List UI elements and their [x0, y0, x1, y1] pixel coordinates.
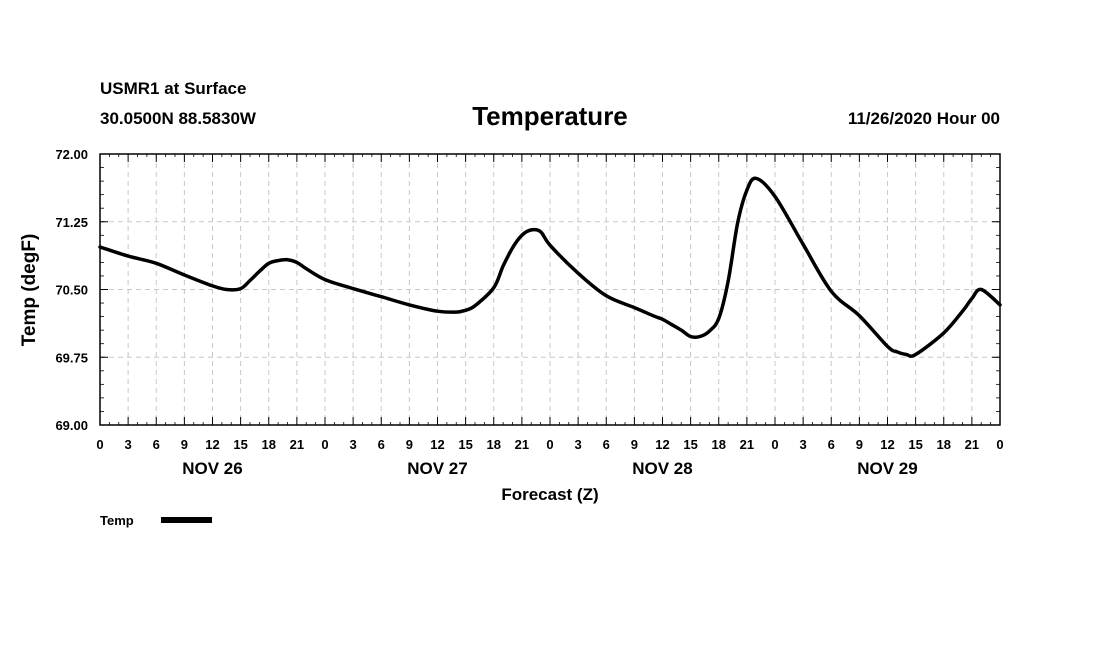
plot-frame	[99, 153, 1001, 426]
series-line-temp	[98, 176, 1002, 358]
x-tick-label: 6	[603, 437, 610, 452]
x-tick-label: 9	[406, 437, 413, 452]
run-time-label: 11/26/2020 Hour 00	[848, 109, 1000, 128]
y-tick-label: 70.50	[55, 283, 88, 298]
x-tick-label: 3	[800, 437, 807, 452]
day-label: NOV 28	[632, 459, 692, 478]
x-tick-label: 0	[996, 437, 1003, 452]
day-label: NOV 26	[182, 459, 242, 478]
x-tick-label: 12	[430, 437, 444, 452]
x-tick-label: 6	[828, 437, 835, 452]
x-tick-label: 0	[321, 437, 328, 452]
x-tick-label: 12	[655, 437, 669, 452]
x-tick-labels: 0 3 6 9 12 15 18 21 0 3 6 9 12 15 18 21 0 3 6 9 12 15 18 21 0 3 6 9…	[96, 437, 1003, 452]
x-tick-label: 6	[378, 437, 385, 452]
x-tick-label: 21	[515, 437, 529, 452]
x-tick-label: 6	[153, 437, 160, 452]
x-tick-label: 0	[771, 437, 778, 452]
x-tick-label: 21	[965, 437, 979, 452]
y-tick-label: 72.00	[55, 147, 88, 162]
x-tick-label: 18	[487, 437, 501, 452]
x-tick-label: 9	[631, 437, 638, 452]
x-tick-label: 3	[125, 437, 132, 452]
x-tick-label: 18	[937, 437, 951, 452]
day-label: NOV 29	[857, 459, 917, 478]
x-tick-label: 12	[205, 437, 219, 452]
x-tick-label: 15	[683, 437, 697, 452]
legend-label: Temp	[100, 513, 134, 528]
x-tick-label: 15	[908, 437, 922, 452]
series-layer	[98, 176, 1002, 358]
x-tick-label: 18	[262, 437, 276, 452]
x-tick-label: 9	[181, 437, 188, 452]
x-tick-label: 18	[712, 437, 726, 452]
x-tick-label: 0	[96, 437, 103, 452]
x-tick-label: 9	[856, 437, 863, 452]
x-tick-label: 3	[350, 437, 357, 452]
y-tick-label: 69.00	[55, 418, 88, 433]
y-tick-labels: 69.00 69.75 70.50 71.25 72.00	[55, 147, 88, 433]
chart-title: Temperature	[472, 101, 628, 131]
x-tick-label: 21	[740, 437, 754, 452]
legend: Temp	[100, 513, 212, 528]
day-labels: NOV 26 NOV 27 NOV 28 NOV 29	[182, 459, 917, 478]
y-tick-label: 69.75	[55, 350, 88, 365]
station-label: USMR1 at Surface	[100, 79, 246, 98]
x-tick-label: 12	[880, 437, 894, 452]
y-axis-label: Temp (degF)	[19, 234, 40, 347]
y-tick-label: 71.25	[55, 215, 88, 230]
x-tick-label: 3	[575, 437, 582, 452]
x-tick-label: 0	[546, 437, 553, 452]
x-tick-label: 15	[233, 437, 247, 452]
location-label: 30.0500N 88.5830W	[100, 109, 257, 128]
day-label: NOV 27	[407, 459, 467, 478]
x-axis-label: Forecast (Z)	[501, 485, 598, 504]
x-tick-label: 15	[458, 437, 472, 452]
x-tick-label: 21	[290, 437, 304, 452]
